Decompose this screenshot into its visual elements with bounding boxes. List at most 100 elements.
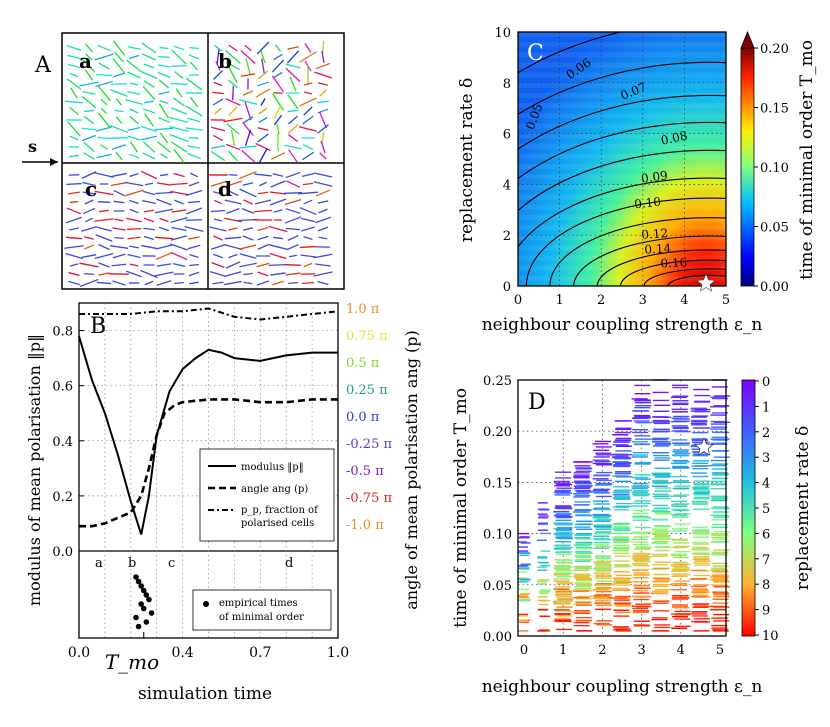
panel-d-colorbar-label: replacement rate δ (793, 426, 813, 590)
polarisation-arrow-119 (244, 44, 252, 52)
legend-empirical-1: empirical times (219, 598, 298, 609)
polarisation-arrow-304 (94, 252, 114, 260)
polarisation-arrow-138 (285, 63, 301, 69)
panel-c-grid (518, 32, 726, 286)
contour-label-3: 0.08 (660, 128, 689, 147)
b-rtick-1: 0.75 π (346, 329, 388, 344)
polarisation-arrow-9 (67, 54, 81, 60)
polarisation-arrow-359 (283, 192, 303, 194)
polarisation-arrow-45 (70, 87, 78, 99)
empirical-dot-7 (140, 605, 147, 612)
polarisation-arrow-48 (110, 89, 128, 97)
contour-7 (525, 197, 726, 286)
polarisation-arrow-18 (68, 63, 80, 69)
polarisation-arrow-19 (82, 59, 96, 73)
polarisation-arrow-47 (97, 84, 111, 102)
contour-label-8: 0.16 (660, 256, 687, 271)
polarisation-arrow-144 (257, 70, 269, 80)
polarisation-arrow-191 (242, 122, 254, 136)
polarisation-arrow-195 (298, 126, 318, 132)
polarisation-arrow-204 (321, 132, 325, 144)
polarisation-arrow-106 (170, 141, 188, 153)
b-series-1 (79, 398, 338, 528)
c-stripe-24 (518, 275, 726, 281)
polarisation-arrow-69 (158, 103, 170, 119)
polarisation-arrow-415 (288, 254, 298, 258)
polarisation-arrow-425 (315, 263, 331, 267)
polarisation-arrow-287 (114, 237, 124, 239)
c-cbtick-4: 0.20 (760, 42, 789, 57)
polarisation-arrow-306 (127, 253, 141, 259)
c-xtick-2: 2 (597, 293, 605, 308)
polarisation-arrow-309 (170, 251, 188, 261)
polarisation-arrow-182 (223, 117, 243, 123)
polarisation-arrow-277 (96, 226, 112, 232)
polarisation-arrow-13 (128, 54, 140, 60)
polarisation-arrow-292 (188, 236, 200, 240)
polarisation-arrow-174 (228, 106, 238, 116)
polarisation-arrow-360 (298, 191, 318, 195)
c-stripe-10 (518, 133, 726, 139)
polarisation-arrow-313 (98, 262, 110, 268)
polarisation-arrow-426 (209, 270, 227, 278)
panel-b-x-ticks: 0.0 0.4 0.7 1.0 (68, 632, 349, 661)
polarisation-arrow-274 (185, 219, 203, 221)
polarisation-arrow-246 (170, 190, 188, 196)
polarisation-arrow-37 (79, 81, 99, 87)
polarisation-arrow-88 (169, 125, 189, 133)
polarisation-arrow-376 (299, 206, 317, 216)
polarisation-arrow-8 (189, 46, 199, 50)
polarisation-arrow-167 (238, 99, 258, 105)
polarisation-arrow-6 (159, 46, 169, 50)
polarisation-arrow-43 (170, 82, 188, 86)
polarisation-arrow-116 (186, 152, 202, 160)
polarisation-arrow-111 (115, 151, 123, 161)
d-ytick-3: 0.15 (483, 476, 512, 491)
panel-b: B a b c d modulus ‖p‖ angle ang (p) p_p,… (25, 302, 421, 704)
polarisation-arrow-269 (114, 218, 124, 222)
polarisation-arrow-229 (189, 172, 199, 178)
polarisation-arrow-432 (300, 273, 316, 275)
polarisation-arrow-422 (268, 263, 288, 267)
polarisation-arrow-51 (158, 91, 170, 95)
polarisation-arrow-421 (256, 262, 270, 268)
d-xtick-0: 0 (520, 643, 528, 658)
polarisation-arrow-85 (127, 126, 141, 132)
polarisation-arrow-193 (276, 123, 280, 135)
contour-3 (518, 94, 726, 150)
polarisation-arrow-420 (239, 262, 257, 268)
panel-c-colorbar-ticks: 0.00 0.05 0.10 0.15 0.20 (754, 42, 789, 295)
polarisation-arrow-107 (187, 145, 201, 149)
polarisation-arrow-52 (175, 88, 183, 98)
b-rtick-2: 0.5 π (346, 356, 380, 371)
polarisation-arrow-364 (243, 199, 253, 205)
polarisation-arrow-276 (81, 226, 97, 232)
polarisation-arrow-215 (241, 149, 255, 163)
polarisation-arrow-29 (96, 73, 112, 77)
polarisation-arrow-227 (159, 173, 169, 177)
polarisation-arrow-76 (129, 115, 139, 125)
polarisation-arrow-375 (285, 208, 301, 214)
polarisation-arrow-3 (112, 40, 126, 56)
contour-12 (643, 268, 726, 286)
c-stripe-0 (518, 32, 726, 38)
polarisation-arrow-378 (213, 218, 223, 222)
polarisation-arrow-114 (160, 153, 168, 159)
d-ytick-0: 0.00 (483, 630, 512, 645)
polarisation-arrow-168 (260, 98, 266, 106)
polarisation-arrow-342 (272, 173, 284, 177)
polarisation-arrow-334 (144, 280, 154, 286)
c-stripe-2 (518, 52, 726, 58)
polarisation-arrow-328 (188, 271, 200, 277)
polarisation-arrow-358 (269, 191, 287, 195)
polarisation-arrow-308 (156, 252, 172, 260)
c-ytick-4: 8 (503, 77, 511, 92)
polarisation-arrow-157 (212, 91, 224, 95)
subpanel-b-label: b (218, 49, 232, 73)
polarisation-arrow-64 (84, 109, 94, 113)
polarisation-arrow-294 (84, 244, 94, 250)
polarisation-arrow-264 (171, 209, 187, 213)
d-xtick-1: 1 (559, 643, 567, 658)
polarisation-arrow-20 (98, 62, 110, 70)
polarisation-arrow-36 (66, 78, 82, 90)
